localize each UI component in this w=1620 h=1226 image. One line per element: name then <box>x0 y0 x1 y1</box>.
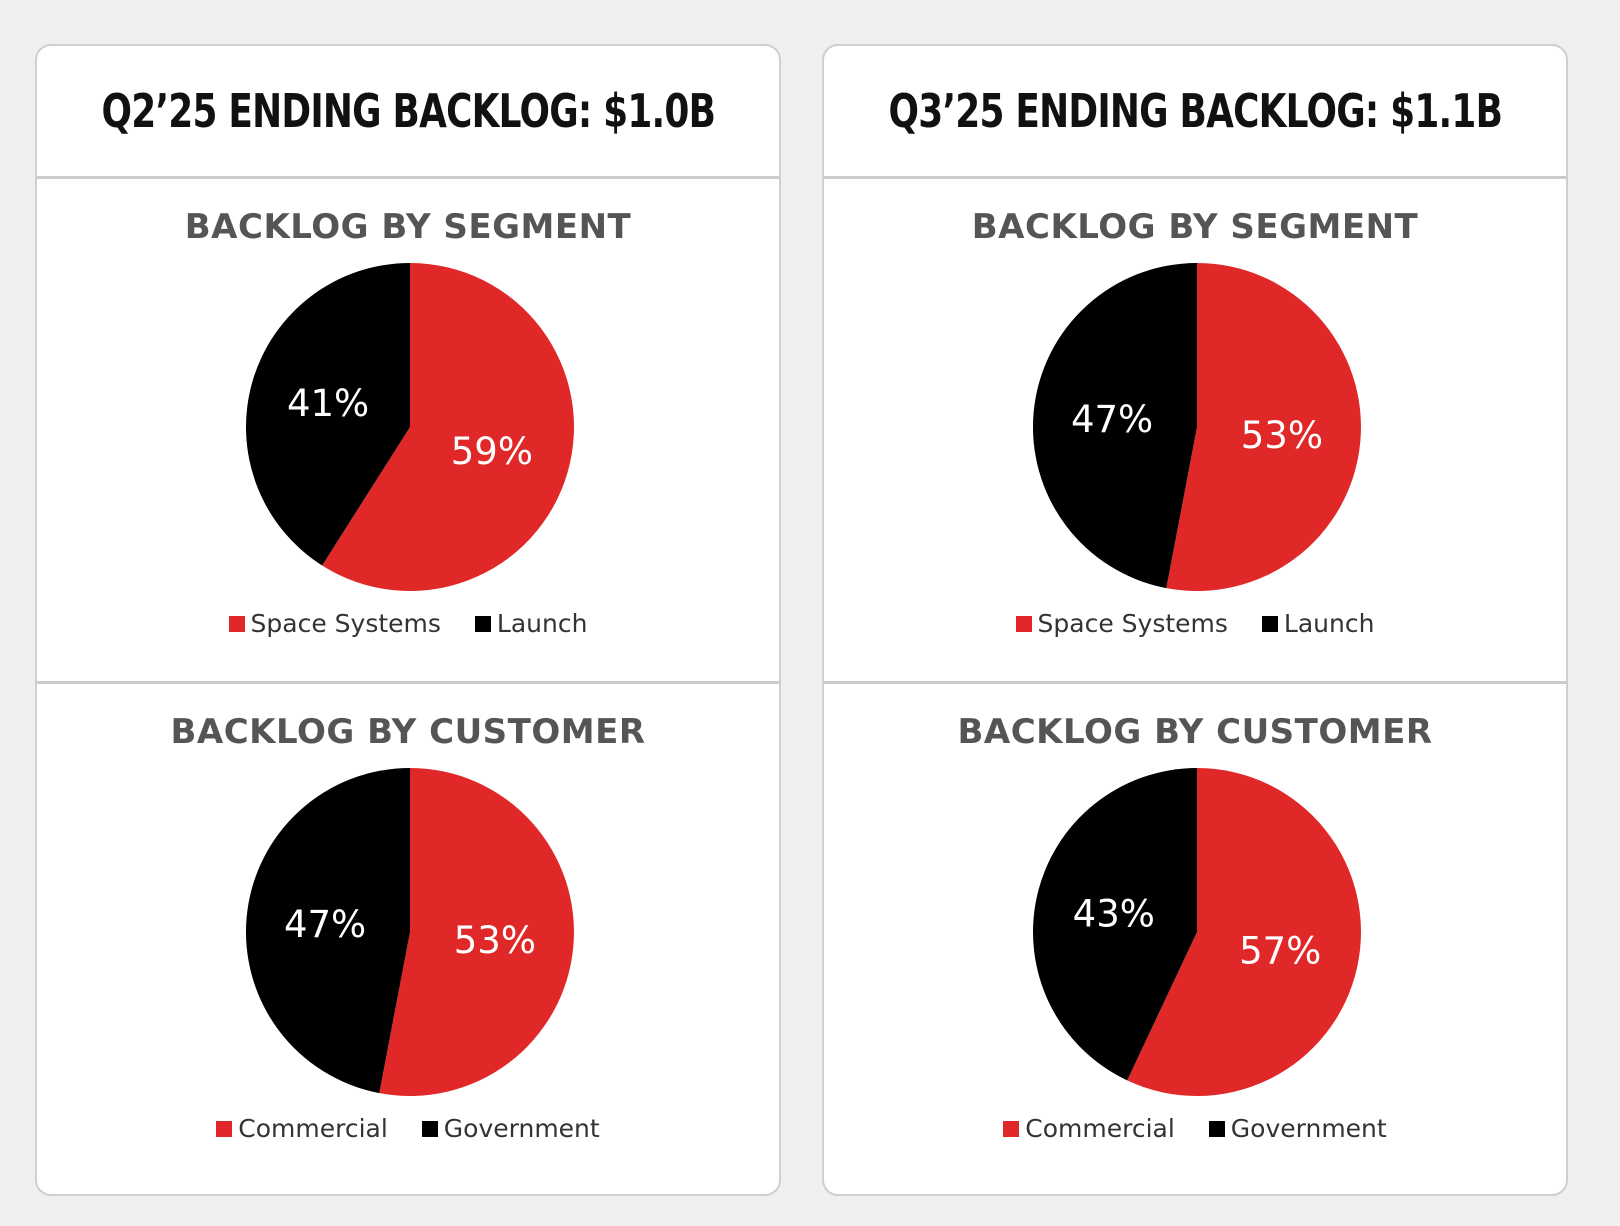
customer-chart-section: BACKLOG BY CUSTOMER 57% 43% Commercial Go… <box>824 684 1566 1189</box>
slice-percent-label: 59% <box>451 430 533 473</box>
pie-slice-government <box>245 768 410 1094</box>
slice-percent-label: 41% <box>287 382 369 425</box>
segment-chart-section: BACKLOG BY SEGMENT 59% 41% Space Systems … <box>37 179 779 684</box>
legend-swatch-red <box>1003 1120 1020 1137</box>
legend-label: Space Systems <box>1037 609 1228 638</box>
legend-item: Space Systems <box>1015 609 1228 638</box>
chart-title: BACKLOG BY CUSTOMER <box>170 712 646 752</box>
legend-label: Government <box>1230 1114 1387 1143</box>
slice-percent-label: 47% <box>284 903 366 946</box>
slice-percent-label: 57% <box>1239 930 1321 973</box>
legend-swatch-black <box>421 1120 438 1137</box>
pie-slice-space-systems <box>322 263 574 591</box>
slice-percent-label: 43% <box>1073 892 1155 935</box>
legend-label: Space Systems <box>250 609 441 638</box>
legend-swatch-black <box>474 615 491 632</box>
card-title: Q2’25 ENDING BACKLOG: $1.0B <box>101 84 715 138</box>
legend-item: Launch <box>474 609 588 638</box>
chart-title: BACKLOG BY SEGMENT <box>971 207 1419 247</box>
chart-title: BACKLOG BY CUSTOMER <box>957 712 1433 752</box>
customer-pie-chart: 53% 47% <box>245 768 574 1096</box>
legend-label: Commercial <box>238 1114 388 1143</box>
card-title: Q3’25 ENDING BACKLOG: $1.1B <box>888 84 1502 138</box>
segment-chart-section: BACKLOG BY SEGMENT 53% 47% Space Systems … <box>824 179 1566 684</box>
chart-title: BACKLOG BY SEGMENT <box>184 207 632 247</box>
q3-backlog-card: Q3’25 ENDING BACKLOG: $1.1B BACKLOG BY S… <box>822 44 1568 1196</box>
legend-item: Launch <box>1261 609 1375 638</box>
legend-item: Government <box>1208 1114 1387 1143</box>
pie-slice-commercial <box>379 768 574 1096</box>
legend-item: Government <box>421 1114 600 1143</box>
pie-slice-launch <box>1032 263 1197 589</box>
segment-pie-chart: 53% 47% <box>1032 263 1361 591</box>
segment-pie-chart: 59% 41% <box>245 263 574 591</box>
customer-pie-chart: 57% 43% <box>1033 768 1362 1096</box>
legend-label: Commercial <box>1025 1114 1175 1143</box>
legend-swatch-red <box>1015 615 1032 632</box>
legend-item: Commercial <box>1003 1114 1175 1143</box>
legend-swatch-red <box>228 615 245 632</box>
legend-item: Commercial <box>216 1114 388 1143</box>
legend-swatch-black <box>1261 615 1278 632</box>
legend-label: Launch <box>496 609 588 638</box>
chart-legend: Space Systems Launch <box>824 609 1566 638</box>
legend-item: Space Systems <box>228 609 441 638</box>
pie-slice-commercial <box>1127 768 1362 1096</box>
pie-slice-space-systems <box>1166 263 1361 591</box>
legend-label: Launch <box>1283 609 1375 638</box>
slice-percent-label: 47% <box>1071 398 1153 441</box>
customer-chart-section: BACKLOG BY CUSTOMER 53% 47% Commercial Go… <box>37 684 779 1189</box>
slice-percent-label: 53% <box>1241 414 1323 457</box>
pie-slice-government <box>1033 768 1197 1081</box>
chart-legend: Space Systems Launch <box>37 609 779 638</box>
pie-slice-launch <box>245 263 410 566</box>
slice-percent-label: 53% <box>454 919 536 962</box>
chart-legend: Commercial Government <box>37 1114 779 1143</box>
card-header: Q3’25 ENDING BACKLOG: $1.1B <box>824 46 1566 179</box>
legend-swatch-black <box>1208 1120 1225 1137</box>
legend-label: Government <box>443 1114 600 1143</box>
card-header: Q2’25 ENDING BACKLOG: $1.0B <box>37 46 779 179</box>
chart-legend: Commercial Government <box>824 1114 1566 1143</box>
q2-backlog-card: Q2’25 ENDING BACKLOG: $1.0B BACKLOG BY S… <box>35 44 781 1196</box>
legend-swatch-red <box>216 1120 233 1137</box>
